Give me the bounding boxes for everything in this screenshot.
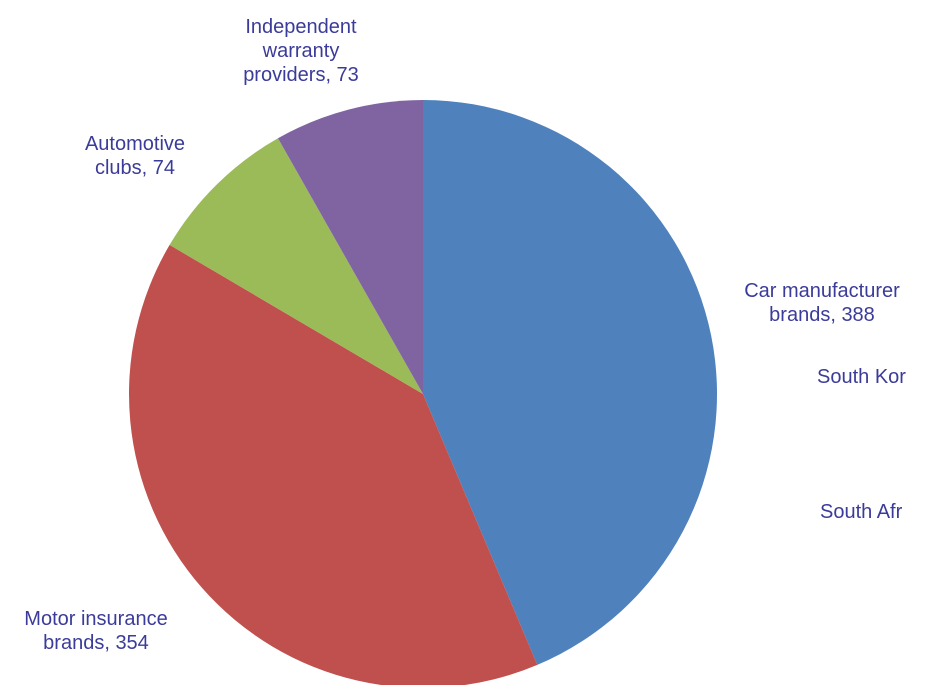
labels-layer: Car manufacturer brands, 388 Motor insuran… bbox=[24, 16, 906, 654]
pie-slice-automotive-clubs bbox=[169, 138, 423, 394]
pie-slice-independent-warranty-providers bbox=[277, 100, 423, 394]
overflow-label-1: South Kor bbox=[817, 366, 906, 388]
pie-slice-car-manufacturer-brands bbox=[423, 100, 718, 665]
data-label-motor-insurance-brands: Motor insurance brands, 354 bbox=[24, 608, 167, 654]
slices-layer bbox=[129, 100, 718, 689]
data-label-automotive-clubs: Automotive clubs, 74 bbox=[85, 133, 185, 179]
pie-slice-motor-insurance-brands bbox=[129, 244, 538, 689]
data-label-car-manufacturer-brands: Car manufacturer brands, 388 bbox=[744, 280, 900, 326]
overflow-label-2: South Afr bbox=[820, 501, 903, 523]
data-label-independent-warranty-providers: Independent warranty providers, 73 bbox=[243, 16, 359, 86]
